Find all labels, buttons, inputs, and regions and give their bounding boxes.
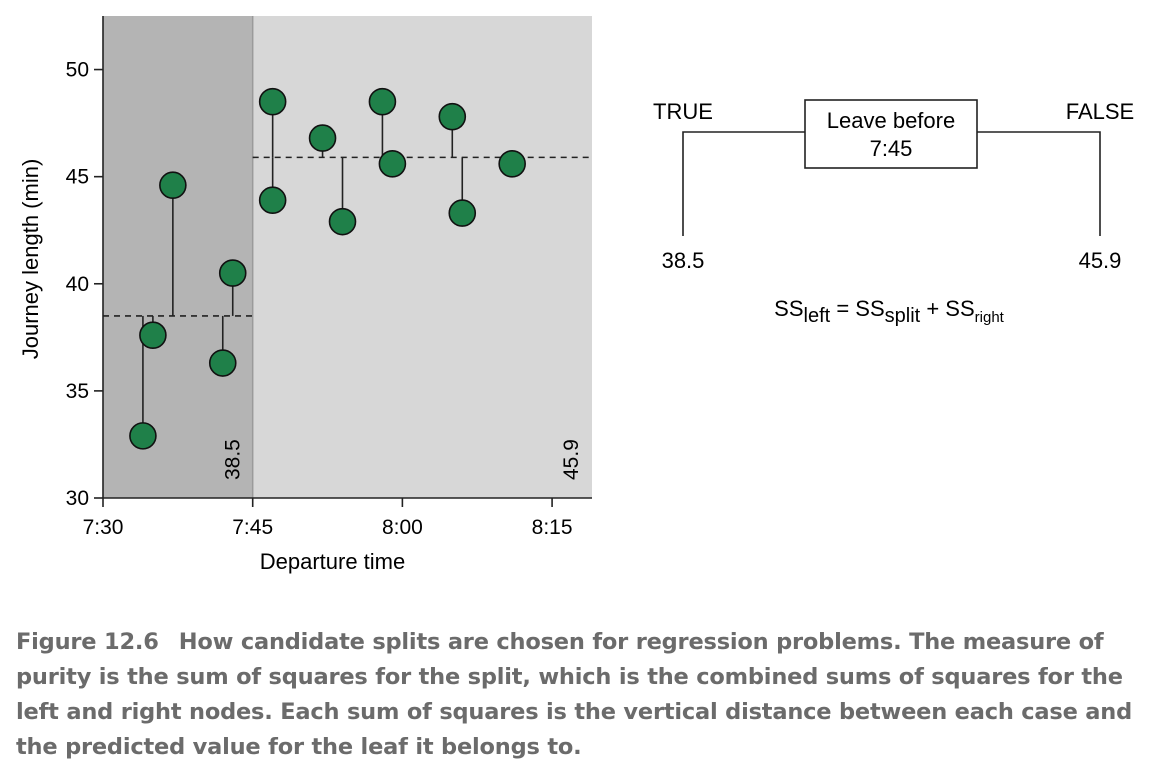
left-region [103,16,253,498]
left-branch [682,131,805,236]
y-tick-label: 30 [66,487,89,510]
data-point [139,321,167,349]
right-mean-label: 45.9 [560,439,583,480]
axes: 30 35 40 45 50 7:30 7:45 8:00 8:15 [66,16,592,539]
regression-split-chart: 30 35 40 45 50 7:30 7:45 8:00 8:15 38.5 45.9 Dep… [18,16,592,574]
data-point [258,87,287,116]
left-mean-label: 38.5 [222,439,245,480]
data-point [378,150,407,178]
right-region [252,16,592,498]
x-tick-label: 8:15 [532,516,573,539]
decision-tree-diagram: TRUE FALSE Leave before 7:45 38.5 45.9 S… [653,99,1134,327]
caption-text: How candidate splits are chosen for regr… [16,629,1133,760]
data-point [258,186,287,215]
left-leaf-value: 38.5 [662,248,705,273]
y-tick-label: 50 [66,59,89,82]
split-node-line1: Leave before [827,108,955,133]
data-point [438,102,467,131]
split-node-box [804,99,978,169]
figure-caption: Figure 12.6 How candidate splits are chos… [16,625,1156,765]
data-point [159,171,187,200]
x-tick-label: 7:45 [232,516,273,539]
y-tick-label: 40 [66,273,89,296]
figure-label: Figure 12.6 [16,629,159,655]
data-point [218,259,247,287]
data-point [308,124,337,152]
data-point [129,422,157,450]
x-tick-label: 7:30 [83,516,124,539]
data-points [129,87,526,450]
data-point [498,150,526,178]
data-point [328,207,357,236]
right-branch [977,131,1101,236]
x-axis-label: Departure time [260,549,406,574]
true-label: TRUE [653,99,713,124]
data-point [368,87,397,116]
y-tick-label: 35 [66,380,89,403]
x-tick-label: 8:00 [382,516,423,539]
data-point [208,349,237,377]
y-axis-label: Journey length (min) [18,159,43,360]
right-leaf-value: 45.9 [1079,248,1122,273]
y-tick-label: 45 [66,166,89,189]
split-node-line2: 7:45 [870,136,913,161]
sum-of-squares-formula: SSleft = SSsplit + SSright [774,296,1005,327]
data-point [448,199,477,227]
false-label: FALSE [1066,99,1134,124]
